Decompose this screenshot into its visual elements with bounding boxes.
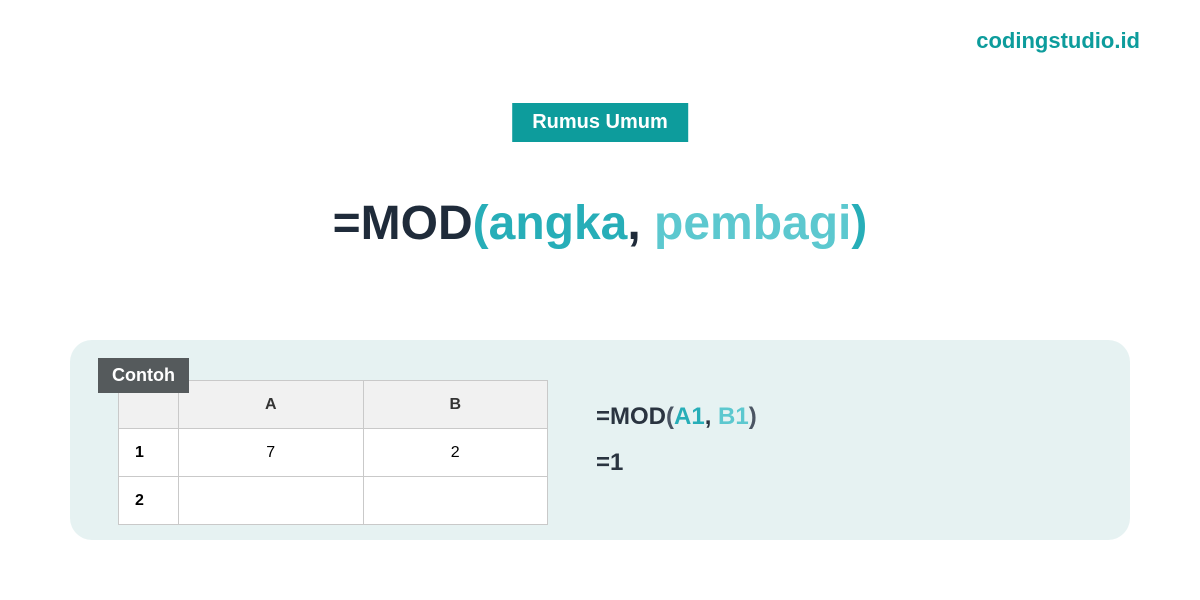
table-row: 2 [119,477,548,525]
row-label: 1 [119,429,179,477]
usage-ref-b1: B1 [718,403,749,430]
example-table-wrap: Contoh A B 1 7 2 2 [118,380,548,525]
main-formula: =MOD(angka, pembagi) [333,196,868,251]
brand-label: codingstudio.id [976,28,1140,54]
table-header-a: A [179,381,364,429]
cell-b1: 2 [363,429,548,477]
equals-sign: = [333,197,361,250]
left-paren: ( [473,197,489,250]
example-usage: =MOD(A1, B1) =1 [596,380,757,485]
cell-a2 [179,477,364,525]
usage-prefix: =MOD [596,403,666,430]
formula-badge: Rumus Umum [512,103,688,142]
formula-arg-2: pembagi [654,197,851,250]
usage-result: =1 [596,440,757,486]
table-header-b: B [363,381,548,429]
example-tag: Contoh [98,358,189,393]
example-panel: Contoh A B 1 7 2 2 [70,340,1130,540]
cell-b2 [363,477,548,525]
formula-comma: , [627,197,654,250]
right-paren: ) [851,197,867,250]
usage-rparen: ) [749,403,757,430]
table-row: 1 7 2 [119,429,548,477]
usage-lparen: ( [666,403,674,430]
usage-ref-a1: A1 [674,403,705,430]
row-label: 2 [119,477,179,525]
example-table: A B 1 7 2 2 [118,380,548,525]
function-name: MOD [361,197,473,250]
usage-formula: =MOD(A1, B1) [596,394,757,440]
usage-comma: , [705,403,718,430]
formula-arg-1: angka [489,197,628,250]
cell-a1: 7 [179,429,364,477]
